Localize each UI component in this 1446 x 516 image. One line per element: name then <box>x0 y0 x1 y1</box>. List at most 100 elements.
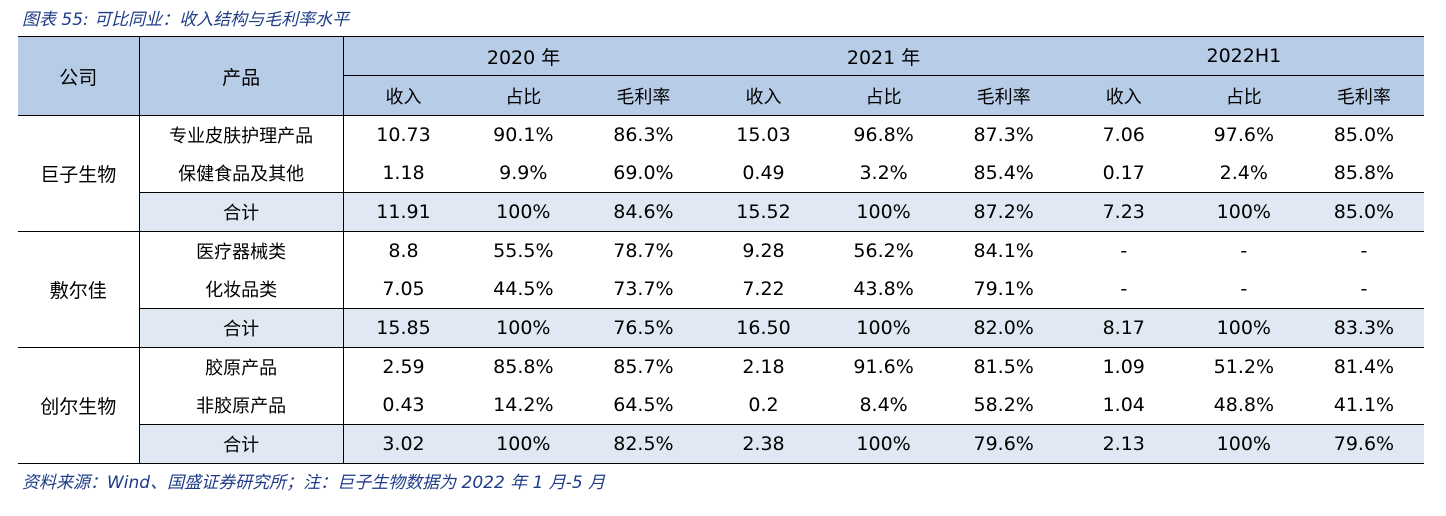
company-cell: 创尔生物 <box>18 347 140 464</box>
value-cell: 48.8% <box>1213 394 1274 416</box>
value-cell: 15.85 <box>342 308 464 348</box>
header-gross-margin: 毛利率 <box>583 75 704 116</box>
value-cell: 73.7% <box>613 278 674 300</box>
value-cell: 85.0% <box>1303 115 1424 154</box>
value-cell: 97.6% <box>1183 115 1304 154</box>
source-note: 资料来源：Wind、国盛证券研究所；注：巨子生物数据为 2022 年 1 月-5… <box>22 473 606 493</box>
header-year-2021: 2021 年 <box>703 36 1064 76</box>
table-row: 保健食品及其他 1.18 9.9% 69.0% 0.49 3.2% 85.4% … <box>18 154 1424 193</box>
header-share: 占比 <box>463 75 584 116</box>
value-cell: 9.9% <box>499 162 548 184</box>
value-cell: 2.13 <box>1063 424 1184 464</box>
product-cell: 非胶原产品 <box>138 386 344 425</box>
value-cell: 79.1% <box>973 278 1034 300</box>
table-header: 公司 产品 2020 年 2021 年 2022H1 收入 占比 毛利率 收入 … <box>18 36 1424 116</box>
value-cell: 3.2% <box>859 162 908 184</box>
header-share: 占比 <box>823 75 944 116</box>
value-cell: 8.8 <box>342 231 464 270</box>
value-cell: 85.4% <box>973 162 1034 184</box>
value-cell: 1.09 <box>1063 347 1184 386</box>
product-cell-total: 合计 <box>138 424 344 464</box>
value-cell: 0.43 <box>342 386 464 425</box>
value-cell: 100% <box>463 192 584 232</box>
value-cell: 0.49 <box>742 162 785 184</box>
value-cell: 100% <box>823 308 944 348</box>
value-cell: 15.52 <box>703 192 824 232</box>
value-cell: 3.02 <box>342 424 464 464</box>
product-cell: 保健食品及其他 <box>138 154 344 193</box>
header-revenue: 收入 <box>342 75 464 116</box>
value-cell: 7.23 <box>1063 192 1184 232</box>
value-cell: 69.0% <box>613 162 674 184</box>
figure-caption: 图表 55: 可比同业：收入结构与毛利率水平 <box>22 10 350 30</box>
value-cell: 100% <box>823 192 944 232</box>
value-cell: 84.1% <box>943 231 1064 270</box>
value-cell: 14.2% <box>493 394 554 416</box>
value-cell: 87.3% <box>943 115 1064 154</box>
value-cell: 100% <box>1183 424 1304 464</box>
header-company: 公司 <box>18 36 140 116</box>
value-cell: 55.5% <box>463 231 584 270</box>
value-cell: 7.05 <box>342 270 464 309</box>
table-body: 巨子生物 专业皮肤护理产品 10.73 90.1% 86.3% 15.03 96… <box>18 115 1424 464</box>
value-cell: 51.2% <box>1183 347 1304 386</box>
product-cell-total: 合计 <box>138 192 344 232</box>
value-cell: 15.03 <box>703 115 824 154</box>
value-cell: 0.17 <box>1102 162 1145 184</box>
value-cell: 82.5% <box>583 424 704 464</box>
value-cell: 83.3% <box>1303 308 1424 348</box>
value-cell: 85.7% <box>583 347 704 386</box>
value-cell: - <box>1120 278 1128 300</box>
value-cell: 8.17 <box>1063 308 1184 348</box>
header-year-2020: 2020 年 <box>342 36 704 76</box>
value-cell: 100% <box>1183 308 1304 348</box>
table-row: 化妆品类 7.05 44.5% 73.7% 7.22 43.8% 79.1% -… <box>18 270 1424 309</box>
value-cell: 100% <box>463 424 584 464</box>
value-cell: - <box>1303 231 1424 270</box>
comparison-table: 公司 产品 2020 年 2021 年 2022H1 收入 占比 毛利率 收入 … <box>18 36 1424 464</box>
value-cell: 7.22 <box>742 278 785 300</box>
value-cell: 1.18 <box>342 154 464 193</box>
header-revenue: 收入 <box>1063 75 1184 116</box>
header-revenue: 收入 <box>703 75 824 116</box>
value-cell: 100% <box>1183 192 1304 232</box>
header-product: 产品 <box>138 36 344 116</box>
value-cell: - <box>1063 231 1184 270</box>
header-year-2022h1: 2022H1 <box>1063 36 1424 76</box>
header-gross-margin: 毛利率 <box>1303 75 1424 116</box>
value-cell: 90.1% <box>463 115 584 154</box>
value-cell: 9.28 <box>703 231 824 270</box>
value-cell: 82.0% <box>943 308 1064 348</box>
value-cell: - <box>1183 231 1304 270</box>
value-cell: - <box>1360 278 1368 300</box>
value-cell: 81.5% <box>943 347 1064 386</box>
value-cell: 16.50 <box>703 308 824 348</box>
value-cell: 85.8% <box>463 347 584 386</box>
value-cell: 2.59 <box>342 347 464 386</box>
product-cell: 化妆品类 <box>138 270 344 309</box>
value-cell: 0.2 <box>748 394 779 416</box>
value-cell: 78.7% <box>583 231 704 270</box>
value-cell: 1.04 <box>1102 394 1145 416</box>
table-row: 创尔生物 胶原产品 2.59 85.8% 85.7% 2.18 91.6% 81… <box>18 347 1424 464</box>
value-cell: 2.18 <box>703 347 824 386</box>
value-cell: 10.73 <box>342 115 464 154</box>
value-cell: 87.2% <box>943 192 1064 232</box>
value-cell: 84.6% <box>583 192 704 232</box>
value-cell: 86.3% <box>583 115 704 154</box>
value-cell: 79.6% <box>943 424 1064 464</box>
header-gross-margin: 毛利率 <box>943 75 1064 116</box>
value-cell: 64.5% <box>613 394 674 416</box>
value-cell: 85.8% <box>1333 162 1395 184</box>
value-cell: 44.5% <box>493 278 554 300</box>
value-cell: - <box>1240 278 1248 300</box>
value-cell: 56.2% <box>823 231 944 270</box>
value-cell: 11.91 <box>342 192 464 232</box>
product-cell: 胶原产品 <box>138 347 344 386</box>
value-cell: 100% <box>463 308 584 348</box>
company-cell: 巨子生物 <box>18 115 140 232</box>
value-cell: 91.6% <box>823 347 944 386</box>
value-cell: 85.0% <box>1303 192 1424 232</box>
table-row: 非胶原产品 0.43 14.2% 64.5% 0.2 8.4% 58.2% 1.… <box>18 386 1424 425</box>
product-cell-total: 合计 <box>138 308 344 348</box>
